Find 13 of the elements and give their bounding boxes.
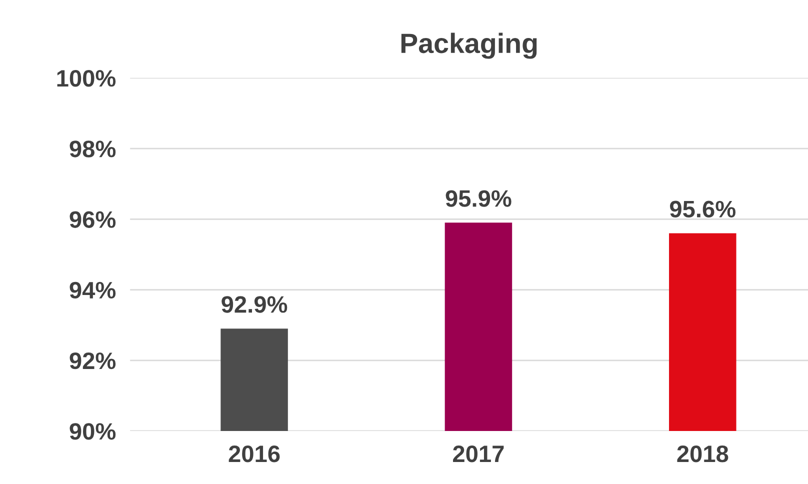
y-tick-label: 90% xyxy=(70,423,116,440)
x-tick-label: 2017 xyxy=(453,446,504,462)
y-tick-label: 92% xyxy=(70,352,116,370)
x-tick-label: 2018 xyxy=(677,446,728,462)
data-label: 92.9% xyxy=(222,296,288,313)
y-tick-label: 94% xyxy=(70,282,116,299)
chart-title: Packaging xyxy=(401,32,537,59)
y-tick-label: 98% xyxy=(70,140,116,158)
y-tick-label: 96% xyxy=(70,211,116,228)
data-label: 95.6% xyxy=(670,200,736,218)
data-label: 95.9% xyxy=(446,190,512,207)
x-tick-label: 2016 xyxy=(228,446,280,462)
y-tick-label: 100% xyxy=(57,70,116,87)
